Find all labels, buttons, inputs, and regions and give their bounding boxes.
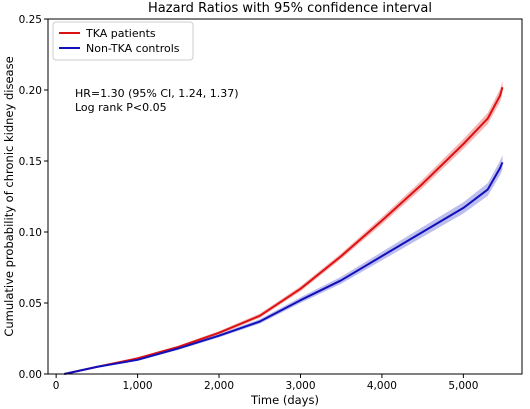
log-rank-annotation: Log rank P<0.05 [75,101,167,114]
x-tick-label: 1,000 [123,380,153,392]
y-tick-label: 0.15 [19,156,42,168]
hazard-ratio-annotation: HR=1.30 (95% CI, 1.24, 1.37) [75,87,239,100]
plot-frame [47,18,523,375]
chart-title: Hazard Ratios with 95% confidence interv… [148,1,432,16]
x-tick-label: 5,000 [448,380,478,392]
y-tick-label: 0.10 [19,227,42,239]
x-axis-ticks: 0 1,000 2,000 3,000 4,000 5,000 [53,374,478,392]
x-axis-label: Time (days) [250,393,319,407]
y-tick-label: 0.20 [19,85,42,97]
legend-label-0: TKA patients [85,27,156,40]
series-lines [64,86,504,375]
legend-box [52,21,194,61]
x-tick-label: 3,000 [285,380,315,392]
legend: TKA patients Non-TKA controls [52,21,194,61]
confidence-bands [64,80,503,375]
x-tick-label: 0 [53,380,60,392]
y-axis-label: Cumulative probability of chronic kidney… [2,56,16,336]
x-tick-label: 2,000 [204,380,234,392]
series-line-0 [64,86,504,375]
x-tick-label: 4,000 [367,380,397,392]
ci-band-1 [64,155,503,374]
series-line-1 [64,161,504,375]
y-tick-label: 0.25 [19,14,42,26]
y-axis-ticks: 0.00 0.05 0.10 0.15 0.20 0.25 [19,14,48,381]
legend-label-1: Non-TKA controls [86,42,180,55]
y-tick-label: 0.00 [19,369,42,381]
y-tick-label: 0.05 [19,298,42,310]
